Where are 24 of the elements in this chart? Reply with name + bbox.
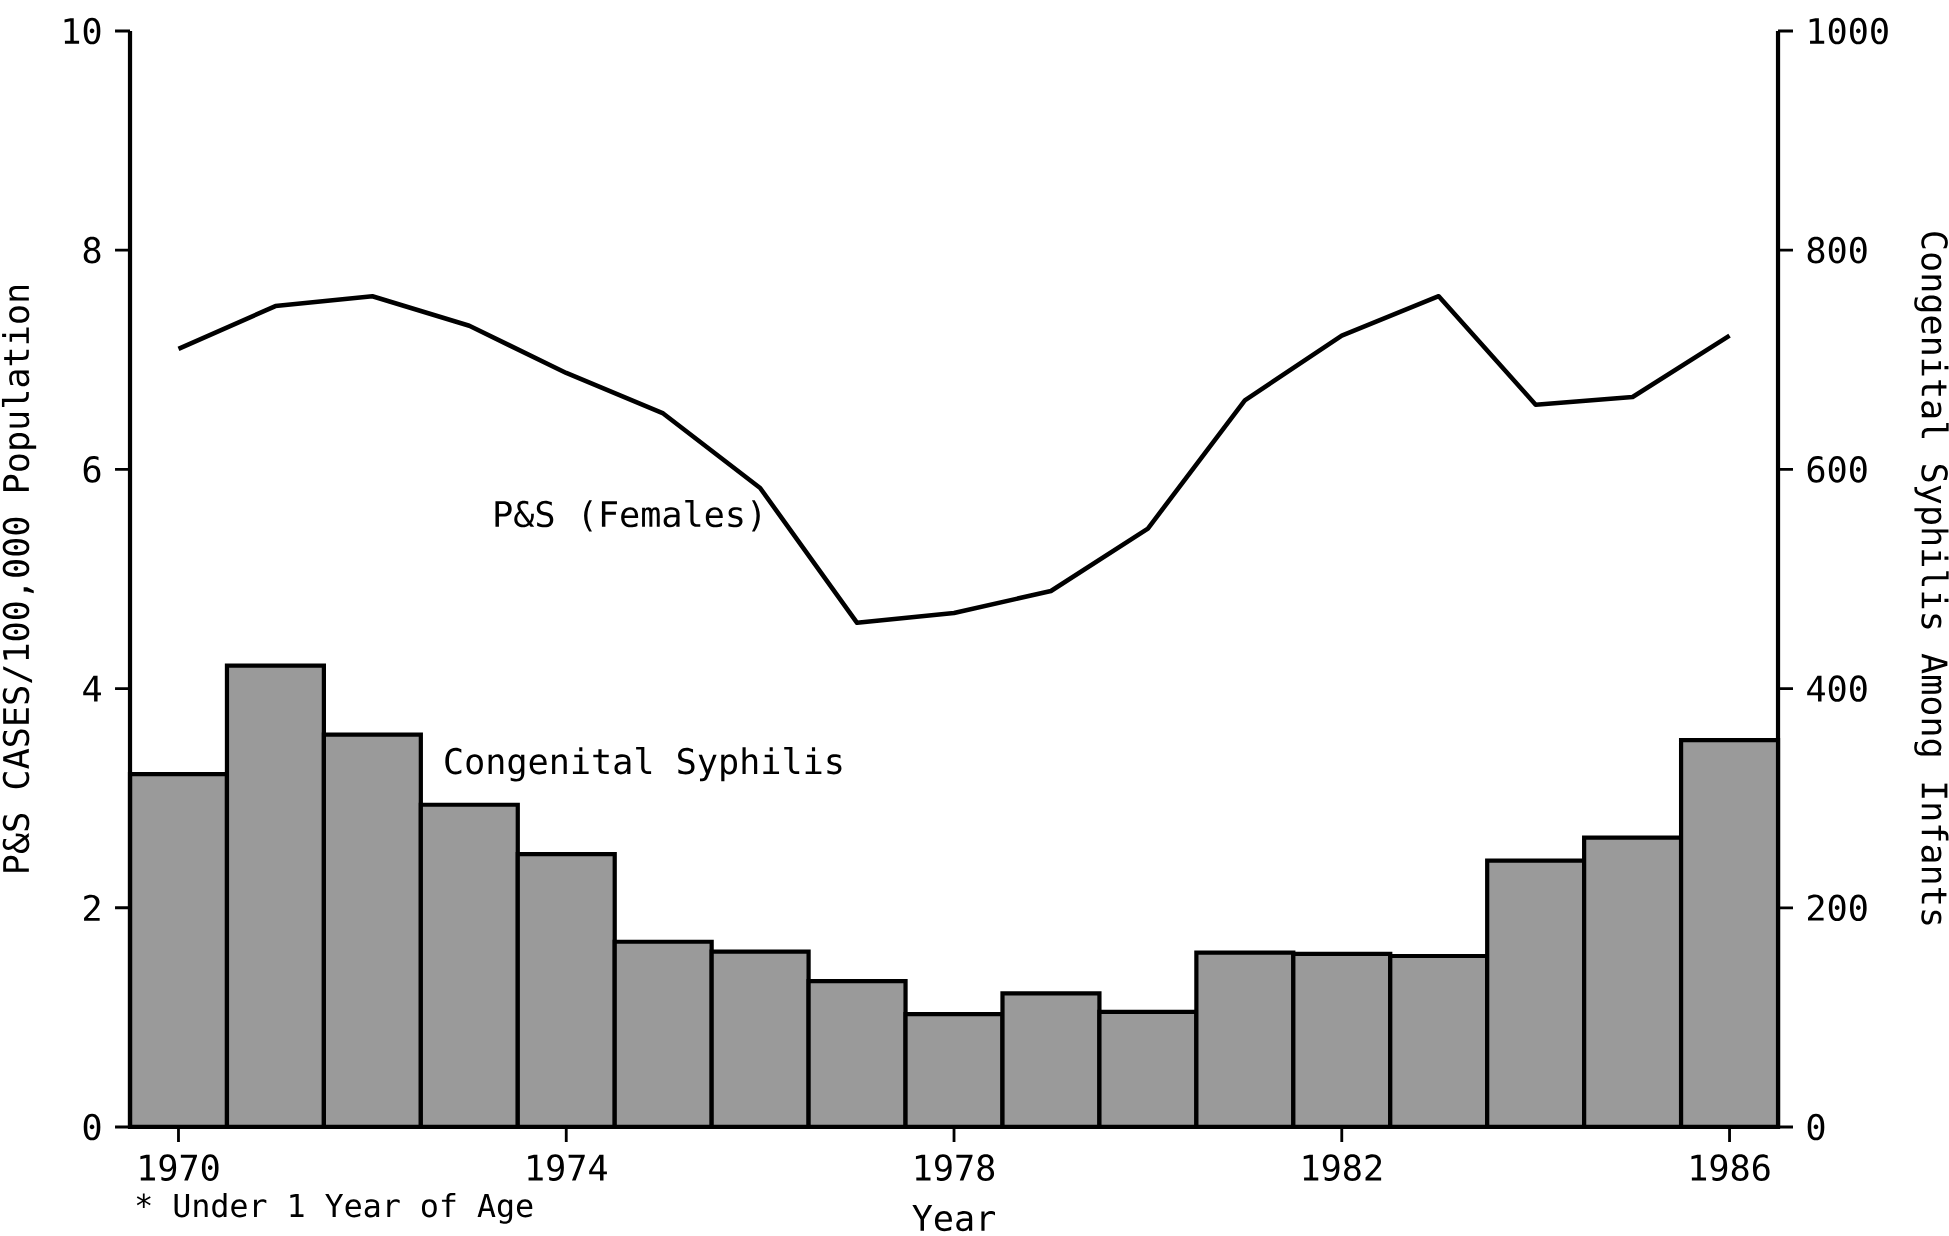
y-tick-label: 4 [83, 675, 101, 702]
x-tick-label: 1970 [140, 1154, 219, 1181]
line-series [176, 293, 1732, 626]
x-tick-label: 1974 [528, 1154, 607, 1181]
x-tick-label: 1986 [1691, 1154, 1770, 1181]
x-tick-label: 1978 [915, 1154, 995, 1181]
x-axis-title: Year [912, 1205, 996, 1232]
y2-tick-label: 0 [1807, 1113, 1825, 1141]
y-tick-label: 2 [84, 894, 100, 921]
y-axis-title: P&S CASES/100,000 Population [1, 285, 37, 872]
series-label: Congenital Syphilis [445, 747, 842, 782]
y2-tick-label: 200 [1808, 894, 1867, 922]
y2-axis-title: Congenital Syphilis Among Infants [1914, 232, 1949, 925]
y2-tick-label: 600 [1807, 456, 1867, 483]
y2-tick-label: 400 [1807, 675, 1867, 702]
y-tick-label: 10 [64, 17, 101, 45]
text: * Under 1 Year of Age [136, 1192, 533, 1224]
x-tick-label: 1982 [1303, 1154, 1382, 1181]
y2-tick-label: 1000 [1809, 17, 1888, 45]
y-tick-label: 6 [83, 456, 101, 483]
series-label: P&S (Females) [495, 499, 760, 532]
y2-tick-label: 800 [1807, 236, 1867, 264]
y-tick-label: 0 [83, 1113, 101, 1141]
y-tick-label: 8 [83, 236, 101, 264]
